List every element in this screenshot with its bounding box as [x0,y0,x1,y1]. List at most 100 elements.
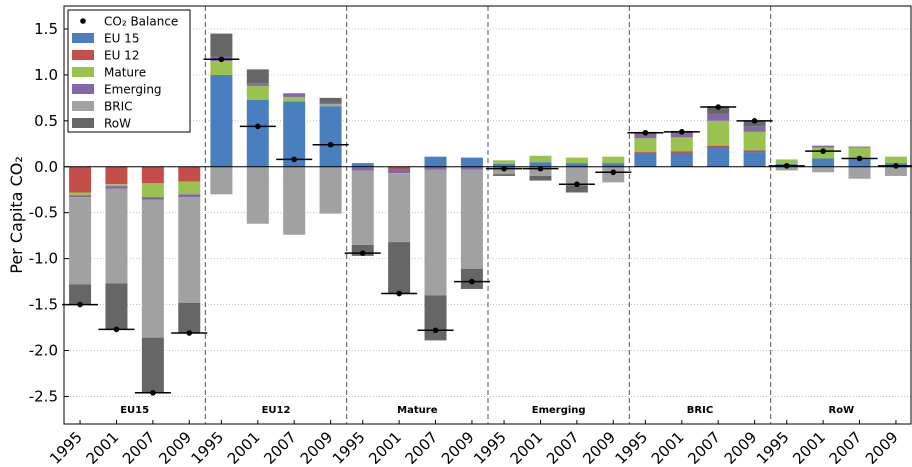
y-tick-label: 1.5 [34,20,58,38]
legend-swatch-row [72,118,94,128]
balance-point [113,326,120,333]
x-tick-label: 1995 [611,428,651,467]
bar-segment-eu15 [351,163,374,167]
bar-segment-bric [319,166,342,214]
bar-segment-mature [848,147,871,160]
balance-point [715,104,721,110]
bar-segment-mature [634,138,657,153]
bar-segment-emerging [283,93,306,97]
bar-segment-mature [884,156,907,164]
x-tick-label: 2007 [826,428,866,467]
bar-segment-emerging [246,83,269,86]
bar-segment-emerging [105,186,128,189]
x-tick-label: 2009 [155,428,195,467]
bar-segment-row [493,174,516,176]
x-tick-label: 2007 [543,428,583,467]
bar-segment-bric [210,166,233,195]
bar-segment-mature [141,183,164,198]
balance-point [537,165,544,172]
bar-segment-mature [743,131,766,151]
bars [69,33,907,393]
y-tick-label: -1.5 [29,296,58,314]
balance-point [820,148,826,154]
legend-label-eu15: EU 15 [104,32,139,46]
balance-point [186,330,193,336]
y-tick-label: 0.5 [34,112,58,130]
bar-segment-eu15 [707,147,730,167]
balance-point [679,129,685,135]
bar-segment-emerging [319,102,342,105]
legend-swatch-emerging [72,84,94,94]
bar-segment-mature [529,155,552,163]
group-separators [204,6,772,424]
balance-point [856,155,863,162]
bar-segment-mature [775,159,798,165]
x-tick-label: 2001 [507,428,547,467]
x-tick-label: 1995 [46,428,86,467]
bar-segment-eu12 [743,150,766,153]
bar-segment-eu15 [602,163,625,167]
bar-segment-row [388,242,411,294]
balance-point [291,156,298,163]
legend-label-row: RoW [104,117,131,131]
bar-segment-emerging [743,126,766,132]
legend-swatch-mature [72,67,94,77]
bar-segment-bric [351,170,374,245]
bar-segment-bric [388,173,411,243]
bar-segment-mature [493,160,516,165]
y-axis-label: Per Capita CO₂ [7,156,26,274]
bar-segment-bric [848,166,871,179]
y-tick-label: -0.5 [29,204,58,222]
bar-segment-eu15 [565,163,588,167]
x-tick-label: 2009 [862,428,902,467]
x-tick-label: 1995 [187,428,227,467]
bar-segment-emerging [178,194,201,198]
bar-segment-eu12 [634,152,657,153]
bar-segment-mature [210,61,233,75]
legend-label-eu12: EU 12 [104,49,139,63]
bar-segment-eu15 [283,101,306,167]
balance-point [751,118,758,124]
bar-segment-emerging [634,134,657,139]
balance-point [783,163,790,169]
bar-segment-eu15 [424,156,447,167]
bar-segment-mature [246,85,269,100]
bar-segment-row [246,69,269,84]
x-tick-label: 1995 [753,428,793,467]
legend-swatch-eu12 [72,50,94,60]
bar-segment-emerging [460,166,483,170]
balance-point [469,278,475,285]
bar-segment-emerging [848,146,871,148]
bar-segment-eu15 [246,99,269,167]
bar-segment-bric [178,197,201,303]
bar-segment-emerging [351,167,374,171]
x-tick-label: 2001 [365,428,405,467]
bar-segment-eu15 [460,157,483,167]
bar-segment-row [319,97,342,103]
bar-segment-eu15 [634,152,657,167]
bar-segment-eu15 [743,152,766,167]
bar-segment-mature [69,192,92,196]
x-tick-label: 2009 [721,428,761,467]
bar-segment-emerging [424,166,447,170]
x-tick-label: 2001 [83,428,123,467]
balance-point [432,327,439,334]
y-tick-label: 0.0 [34,158,58,176]
bar-segment-mature [602,156,625,164]
x-tick-label: 1995 [470,428,510,467]
bar-segment-emerging [707,113,730,121]
bar-segment-row [69,284,92,305]
y-tick-label: 1.0 [34,66,58,84]
bar-segment-mature [178,181,201,195]
bar-segment-eu15 [812,158,835,167]
balance-point [327,141,334,148]
balance-point [359,250,366,256]
bar-segment-eu12 [141,166,164,184]
x-tick-label: 2007 [402,428,442,467]
bar-segment-bric [246,166,269,224]
bar-segment-eu15 [319,106,342,167]
legend-label-balance: CO₂ Balance [104,15,178,29]
x-tick-label: 2001 [789,428,829,467]
bar-segment-bric [283,166,306,235]
